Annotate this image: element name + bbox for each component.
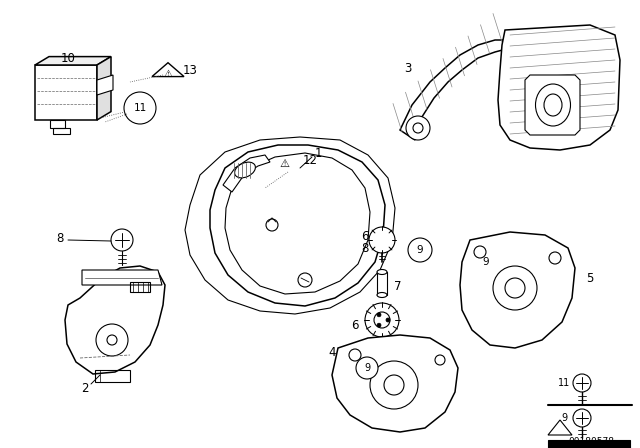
Polygon shape xyxy=(267,151,303,167)
Polygon shape xyxy=(97,56,111,120)
Text: 3: 3 xyxy=(404,61,412,74)
Circle shape xyxy=(406,116,430,140)
Text: 9: 9 xyxy=(364,363,370,373)
Polygon shape xyxy=(65,266,165,374)
Text: 10: 10 xyxy=(61,52,76,65)
Polygon shape xyxy=(35,56,111,65)
Text: 1: 1 xyxy=(314,146,322,159)
Text: 6: 6 xyxy=(351,319,359,332)
Circle shape xyxy=(386,318,390,322)
Circle shape xyxy=(573,409,591,427)
Circle shape xyxy=(493,266,537,310)
Ellipse shape xyxy=(377,270,387,275)
Polygon shape xyxy=(525,75,580,135)
Text: 2: 2 xyxy=(81,382,89,395)
Circle shape xyxy=(124,92,156,124)
Text: 8: 8 xyxy=(56,232,64,245)
Circle shape xyxy=(96,324,128,356)
Polygon shape xyxy=(460,232,575,348)
Circle shape xyxy=(408,238,432,262)
Circle shape xyxy=(111,229,133,251)
Polygon shape xyxy=(400,40,510,140)
Text: 9: 9 xyxy=(483,257,490,267)
Circle shape xyxy=(377,313,381,317)
Text: ⚠: ⚠ xyxy=(163,69,173,79)
Text: 11: 11 xyxy=(133,103,147,113)
Polygon shape xyxy=(82,270,162,285)
Polygon shape xyxy=(97,75,113,95)
Text: 4: 4 xyxy=(328,345,336,358)
Polygon shape xyxy=(210,145,385,306)
Circle shape xyxy=(370,361,418,409)
Ellipse shape xyxy=(377,293,387,297)
Polygon shape xyxy=(377,272,387,295)
Text: 5: 5 xyxy=(586,271,594,284)
Text: 7: 7 xyxy=(394,280,402,293)
Polygon shape xyxy=(332,335,458,432)
Polygon shape xyxy=(152,63,184,77)
Circle shape xyxy=(573,374,591,392)
Circle shape xyxy=(369,227,395,253)
Circle shape xyxy=(356,357,378,379)
Circle shape xyxy=(474,250,498,274)
Circle shape xyxy=(377,323,381,327)
Text: 9: 9 xyxy=(561,413,567,423)
Text: 11: 11 xyxy=(558,378,570,388)
Text: 12: 12 xyxy=(303,154,317,167)
Text: 13: 13 xyxy=(182,64,197,77)
Text: ⚠: ⚠ xyxy=(280,159,290,169)
Text: 00180578: 00180578 xyxy=(568,436,614,445)
Polygon shape xyxy=(35,65,97,120)
Text: 6: 6 xyxy=(361,229,369,242)
Polygon shape xyxy=(223,155,270,192)
Ellipse shape xyxy=(235,162,255,178)
Polygon shape xyxy=(50,120,65,128)
Polygon shape xyxy=(498,25,620,150)
Circle shape xyxy=(365,303,399,337)
Text: 9: 9 xyxy=(417,245,423,255)
Text: 8: 8 xyxy=(362,241,369,254)
Polygon shape xyxy=(225,153,370,294)
Polygon shape xyxy=(548,440,630,448)
